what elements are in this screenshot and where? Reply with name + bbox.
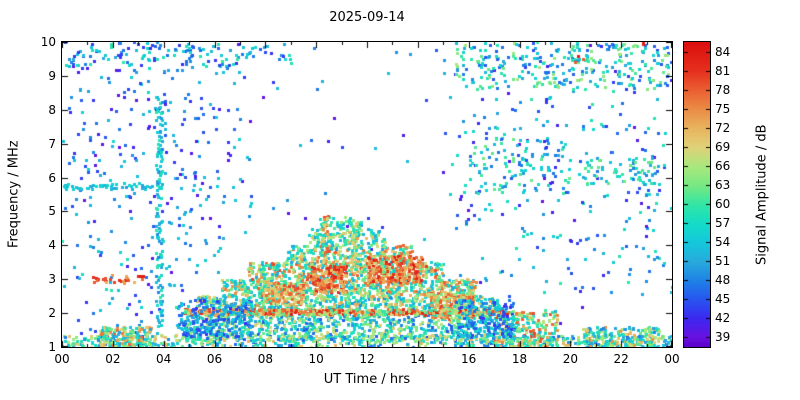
colorbar-tick-label: 57 xyxy=(715,216,731,231)
x-tick-label: 00 xyxy=(664,352,680,366)
x-tick-label: 20 xyxy=(562,352,578,366)
colorbar-label: Signal Amplitude / dB xyxy=(754,124,770,265)
colorbar-tick-label: 72 xyxy=(715,120,731,135)
y-tick-label: 3 xyxy=(48,272,56,287)
colorbar-tick-label: 51 xyxy=(715,254,731,269)
x-tick-label: 04 xyxy=(156,352,172,366)
x-tick-label: 02 xyxy=(105,352,121,366)
colorbar-tick-label: 42 xyxy=(715,311,731,326)
colorbar-tick-label: 39 xyxy=(715,330,731,345)
y-tick-label: 8 xyxy=(48,102,56,117)
colorbar-tick-label: 45 xyxy=(715,292,731,307)
y-tick-label: 1 xyxy=(48,340,56,354)
x-tick-label: 16 xyxy=(461,352,477,366)
y-tick-label: 7 xyxy=(48,136,56,151)
colorbar-tick-label: 48 xyxy=(715,273,731,288)
y-axis-label: Frequency / MHz xyxy=(6,140,22,249)
x-tick-label: 10 xyxy=(308,352,324,366)
colorbar-tick-label: 75 xyxy=(715,101,731,116)
colorbar-tick-label: 69 xyxy=(715,139,731,154)
colorbar-tick-label: 66 xyxy=(715,158,731,173)
y-tick-label: 9 xyxy=(48,68,56,83)
y-tick-label: 4 xyxy=(48,238,56,253)
colorbar-canvas xyxy=(684,42,710,347)
colorbar xyxy=(683,41,711,348)
y-tick-label: 6 xyxy=(48,170,56,185)
colorbar-tick-label: 78 xyxy=(715,82,731,97)
colorbar-tick-label: 54 xyxy=(715,235,731,250)
x-tick-label: 14 xyxy=(410,352,426,366)
x-tick-label: 12 xyxy=(359,352,375,366)
chart-title: 2025-09-14 xyxy=(329,10,405,25)
x-tick-label: 18 xyxy=(511,352,528,366)
colorbar-tick-label: 60 xyxy=(715,197,731,212)
y-tick-label: 2 xyxy=(48,306,56,321)
x-tick-label: 22 xyxy=(613,352,629,366)
colorbar-tick-label: 81 xyxy=(715,63,731,78)
colorbar-tick-label: 84 xyxy=(715,44,731,59)
colorbar-tick-label: 63 xyxy=(715,177,731,192)
plot-canvas xyxy=(62,42,672,347)
x-tick-label: 08 xyxy=(257,352,273,366)
x-axis-label: UT Time / hrs xyxy=(323,372,411,387)
x-tick-label: 06 xyxy=(206,352,223,366)
y-tick-label: 10 xyxy=(40,35,56,49)
plot-area xyxy=(61,41,673,348)
y-tick-label: 5 xyxy=(48,204,56,219)
x-tick-label: 00 xyxy=(54,352,70,366)
